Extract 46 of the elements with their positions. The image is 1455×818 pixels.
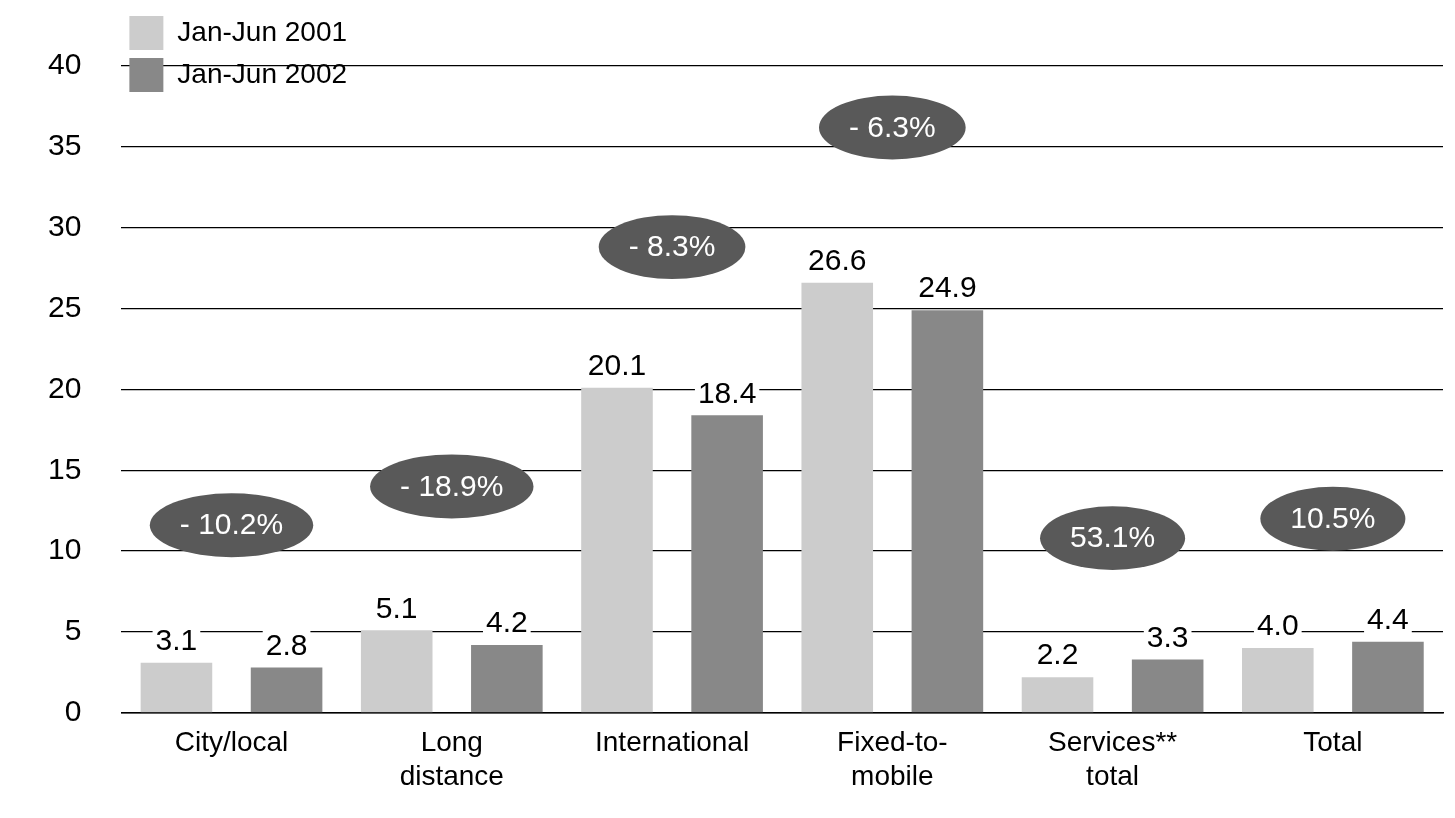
legend-label: Jan-Jun 2001 — [177, 15, 348, 47]
data-label: 3.1 — [155, 622, 198, 656]
bar — [1352, 641, 1424, 713]
x-tick-label: Services** total — [1048, 726, 1178, 791]
bar — [801, 282, 874, 713]
y-tick-label: 5 — [64, 613, 82, 647]
bar — [360, 630, 433, 713]
bar — [1021, 677, 1094, 713]
data-label: 3.3 — [1146, 619, 1189, 653]
data-label: 2.2 — [1036, 637, 1079, 671]
annotation: - 8.3% — [628, 229, 716, 263]
bar — [911, 310, 984, 713]
data-label: 26.6 — [808, 242, 867, 276]
x-tick-label: Long distance — [399, 726, 504, 791]
y-tick-label: 10 — [47, 532, 82, 566]
x-tick-label: Total — [1303, 726, 1363, 758]
y-tick-label: 15 — [47, 451, 82, 485]
y-tick-label: 0 — [64, 694, 82, 728]
bar — [1131, 659, 1204, 713]
bar — [1242, 648, 1314, 713]
bar — [471, 644, 543, 713]
data-label: 4.2 — [485, 605, 528, 639]
annotation: - 6.3% — [848, 109, 936, 143]
data-label: 4.4 — [1367, 601, 1409, 635]
bar — [581, 387, 653, 713]
data-label: 18.4 — [697, 375, 757, 409]
data-label: 2.8 — [265, 627, 308, 661]
x-tick-label: Fixed-to- mobile — [837, 726, 948, 791]
annotation: - 10.2% — [179, 507, 284, 541]
x-tick-label: International — [594, 726, 750, 758]
bar — [691, 415, 763, 713]
data-label: 5.1 — [375, 590, 418, 624]
data-label: 4.0 — [1256, 608, 1299, 642]
annotation: - 18.9% — [400, 468, 504, 502]
data-label: 20.1 — [587, 348, 647, 382]
x-tick-label: City/local — [174, 726, 289, 758]
y-tick-label: 25 — [47, 289, 82, 323]
annotation: 10.5% — [1290, 501, 1376, 535]
y-tick-label: 20 — [47, 370, 82, 404]
y-tick-label: 30 — [47, 208, 82, 242]
bar — [140, 662, 213, 713]
annotation: 53.1% — [1070, 520, 1156, 554]
y-tick-label: 35 — [47, 128, 82, 162]
y-tick-label: 40 — [47, 47, 82, 81]
data-label: 24.9 — [918, 270, 977, 304]
bar — [250, 667, 323, 713]
